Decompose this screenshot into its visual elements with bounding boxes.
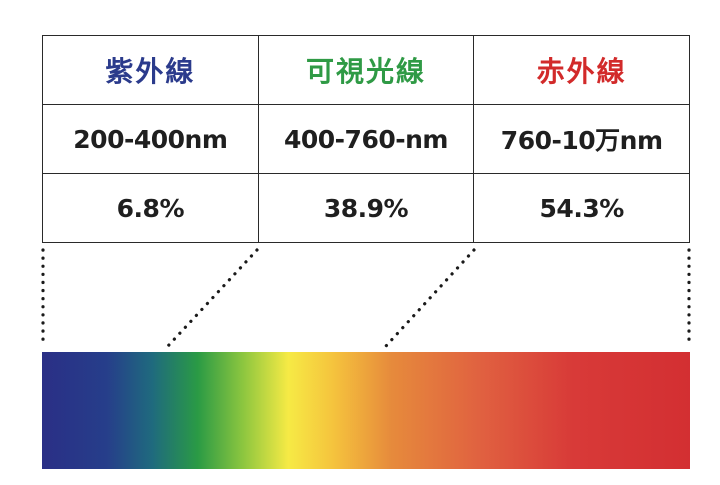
band-name-row: 紫外線 可視光線 赤外線 <box>42 35 690 105</box>
share-uv: 6.8% <box>42 173 259 243</box>
share-visible: 38.9% <box>257 173 475 243</box>
band-name-visible: 可視光線 <box>257 35 475 105</box>
spectrum-table: 紫外線 可視光線 赤外線 200-400nm 400-760-nm 760-10… <box>42 35 690 243</box>
wavelength-row: 200-400nm 400-760-nm 760-10万nm <box>42 104 690 174</box>
range-uv: 200-400nm <box>42 104 259 174</box>
band-name-uv: 紫外線 <box>42 35 259 105</box>
band-name-ir: 赤外線 <box>473 35 690 105</box>
range-visible: 400-760-nm <box>257 104 475 174</box>
spectrum-gradient-bar <box>42 352 690 469</box>
connector-uv-visible <box>166 248 259 348</box>
connector-visible-ir <box>384 248 476 348</box>
share-row: 6.8% 38.9% 54.3% <box>42 173 690 243</box>
range-ir: 760-10万nm <box>473 104 690 174</box>
share-ir: 54.3% <box>473 173 690 243</box>
